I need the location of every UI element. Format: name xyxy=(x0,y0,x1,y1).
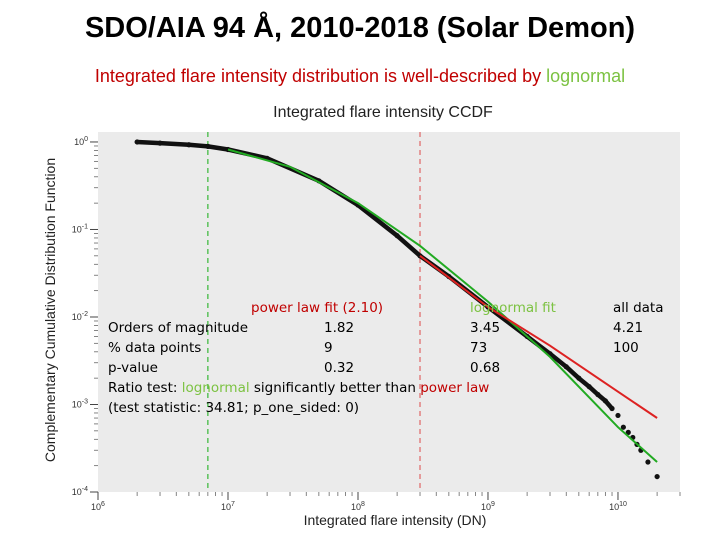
header-all-data: all data xyxy=(613,300,664,316)
ratio-middle: significantly better than xyxy=(249,380,421,396)
test-statistic: (test statistic: 34.81; p_one_sided: 0) xyxy=(108,398,489,418)
x-tick-label: 106 xyxy=(91,501,105,512)
data-point xyxy=(595,391,601,398)
ratio-powerlaw: power law xyxy=(420,380,490,396)
y-tick-label: 10-3 xyxy=(72,398,88,409)
header-lognormal: lognormal fit xyxy=(470,300,556,316)
x-axis-label: Integrated flare intensity (DN) xyxy=(304,512,487,528)
x-tick-label: 108 xyxy=(351,501,365,512)
data-point xyxy=(625,429,631,435)
fit-statistics: power law fit (2.10) lognormal fit all d… xyxy=(108,298,663,418)
x-axis-ticks: 106 107 108 109 1010 xyxy=(91,492,681,512)
chart-series xyxy=(134,139,660,480)
subtitle-highlight: lognormal xyxy=(546,66,626,86)
stats-cell-all-data: 100 xyxy=(613,340,639,356)
ratio-prefix: Ratio test: xyxy=(108,380,182,396)
data-point xyxy=(576,375,582,381)
stats-cell-lognormal: 3.45 xyxy=(470,320,501,336)
x-tick-label: 107 xyxy=(221,501,235,512)
y-tick-label: 10-1 xyxy=(72,223,88,234)
data-point xyxy=(654,473,660,480)
data-point xyxy=(609,405,615,412)
slide-subtitle: Integrated flare intensity distribution … xyxy=(0,66,720,87)
stats-cell-label: Orders of magnitude xyxy=(108,320,249,336)
slide-title: SDO/AIA 94 Å, 2010-2018 (Solar Demon) xyxy=(84,12,636,44)
threshold-lines xyxy=(207,132,421,492)
x-tick-label: 109 xyxy=(481,501,495,512)
data-point xyxy=(602,398,608,404)
ratio-lognormal: lognormal xyxy=(181,380,250,396)
data-point xyxy=(563,364,569,370)
test-statistic-text: (test statistic: 34.81; p_one_sided: 0) xyxy=(108,400,360,416)
stats-cell-label: p-value xyxy=(108,360,158,376)
stats-cell-lognormal: 0.68 xyxy=(470,360,501,376)
stats-row: p-value 0.32 0.68 xyxy=(108,358,500,378)
data-point xyxy=(157,140,163,146)
stats-cell-all-data: 4.21 xyxy=(613,320,644,336)
stats-cell-power-law: 0.32 xyxy=(324,360,355,376)
header-power-law: power law fit (2.10) xyxy=(251,300,384,316)
y-tick-label: 100 xyxy=(74,136,88,147)
chart-title: Integrated flare intensity CCDF xyxy=(273,104,493,121)
data-point xyxy=(134,139,140,145)
y-tick-label: 10-2 xyxy=(72,311,88,322)
stats-cell-label: % data points xyxy=(108,340,202,356)
stats-header-row: power law fit (2.10) lognormal fit all d… xyxy=(108,298,663,318)
y-axis-ticks: 100 10-1 10-2 10-3 10-4 xyxy=(72,136,98,497)
power-law-fit-line xyxy=(419,255,658,419)
plot-area xyxy=(98,132,680,492)
stats-row: % data points 9 73 100 xyxy=(108,338,639,358)
data-point xyxy=(586,384,592,390)
stats-row: Orders of magnitude 1.82 3.45 4.21 xyxy=(108,318,643,338)
lognormal-fit-line xyxy=(227,148,658,463)
stats-cell-lognormal: 73 xyxy=(470,340,488,356)
data-point xyxy=(615,412,621,419)
data-point xyxy=(394,233,400,239)
stats-cell-power-law: 9 xyxy=(324,340,333,356)
subtitle-text: Integrated flare intensity distribution … xyxy=(94,66,547,86)
ratio-test: Ratio test: lognormal significantly bett… xyxy=(108,378,489,398)
data-point xyxy=(645,459,651,465)
y-axis-label: Complementary Cumulative Distribution Fu… xyxy=(42,158,58,462)
data-point xyxy=(186,142,192,148)
x-tick-label: 1010 xyxy=(609,501,627,512)
data-point xyxy=(205,143,211,149)
y-tick-label: 10-4 xyxy=(72,486,88,497)
data-point xyxy=(620,424,626,430)
stats-cell-power-law: 1.82 xyxy=(324,320,355,336)
stats-rows: Orders of magnitude 1.82 3.45 4.21 % data po… xyxy=(108,318,643,378)
